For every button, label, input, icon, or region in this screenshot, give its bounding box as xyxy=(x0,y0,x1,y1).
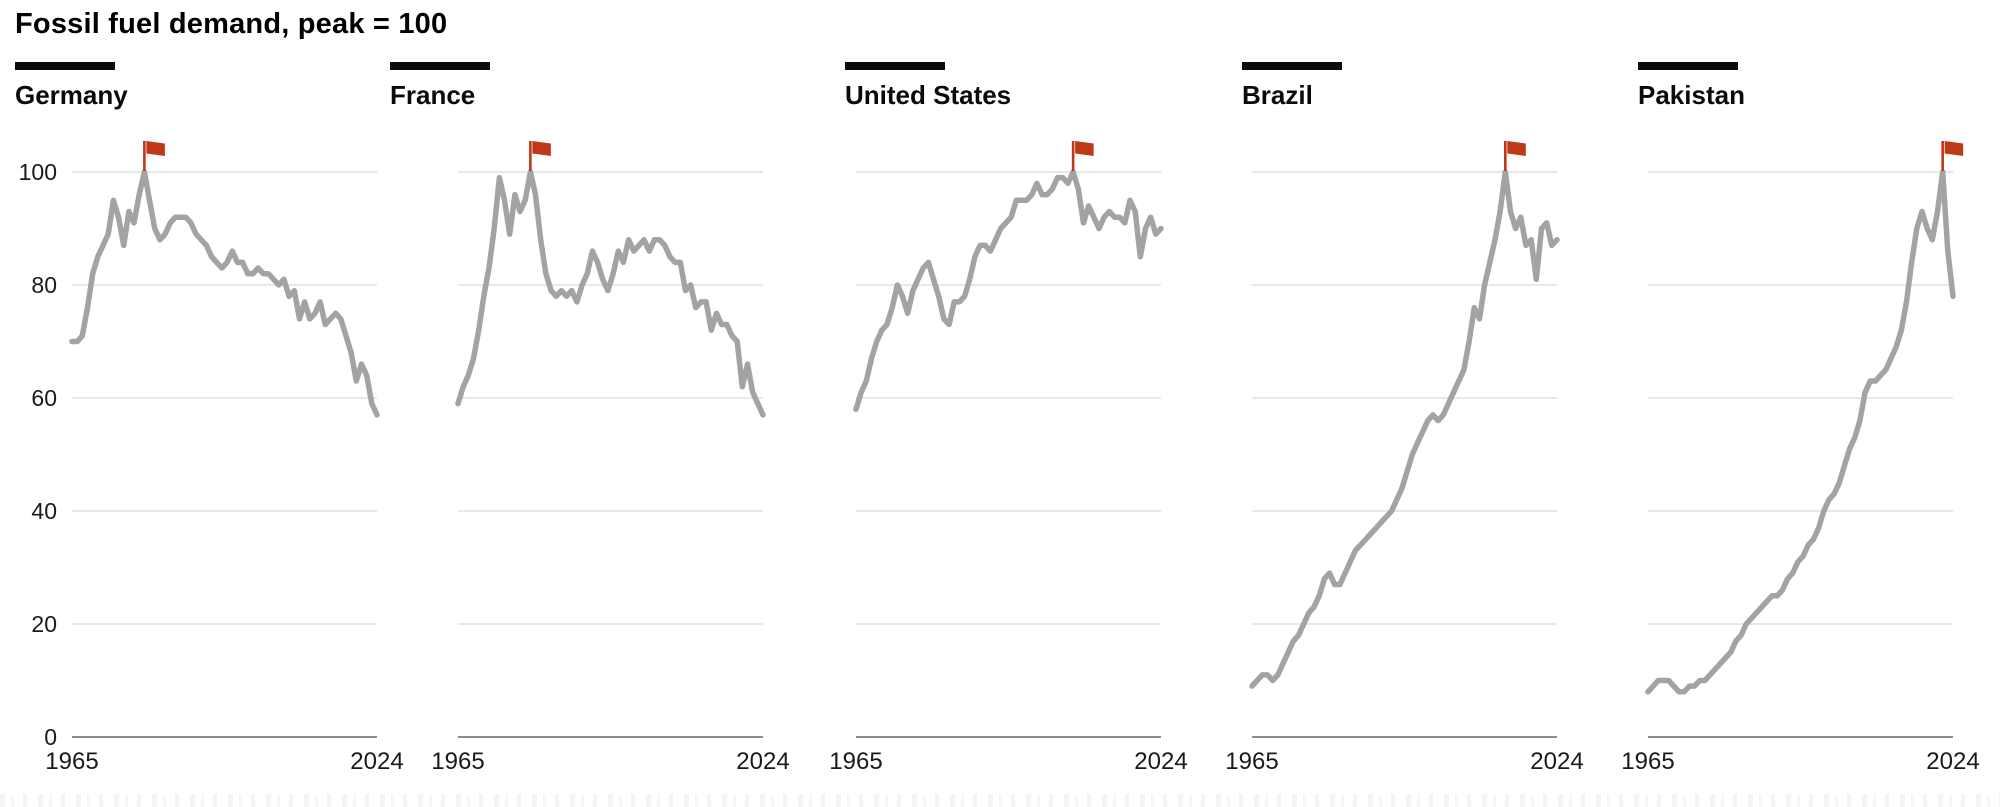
y-tick-60: 60 xyxy=(31,384,57,411)
demand-line-pakistan xyxy=(1645,169,1956,695)
y-tick-20: 20 xyxy=(31,610,57,637)
x-tick-start-united-states: 1965 xyxy=(829,748,883,775)
demand-line-brazil xyxy=(1249,169,1560,689)
panel-title-germany: Germany xyxy=(15,80,128,110)
peak-flag-icon xyxy=(1941,141,1964,171)
demand-line-france xyxy=(455,169,766,418)
x-tick-start-germany: 1965 xyxy=(45,748,99,775)
y-tick-80: 80 xyxy=(31,271,57,298)
y-tick-100: 100 xyxy=(18,158,57,185)
panel-tick-bar-germany xyxy=(15,62,115,70)
demand-line-germany xyxy=(69,169,380,418)
panel-title-pakistan: Pakistan xyxy=(1638,80,1745,110)
peak-flag-icon xyxy=(1504,141,1526,171)
panel-plot-united-states xyxy=(853,141,1164,738)
flag-banner xyxy=(1944,141,1964,156)
panel-tick-bar-brazil xyxy=(1242,62,1342,70)
flag-banner xyxy=(1507,141,1526,156)
flag-banner xyxy=(146,141,165,156)
x-tick-start-france: 1965 xyxy=(431,748,485,775)
x-tick-end-pakistan: 2024 xyxy=(1926,748,1980,775)
panel-plot-pakistan xyxy=(1645,141,1964,738)
demand-line-united-states xyxy=(853,169,1164,413)
chart-title: Fossil fuel demand, peak = 100 xyxy=(15,8,448,40)
x-tick-end-germany: 2024 xyxy=(350,748,404,775)
x-tick-start-pakistan: 1965 xyxy=(1621,748,1675,775)
panel-tick-bar-united-states xyxy=(845,62,945,70)
peak-flag-icon xyxy=(143,141,165,171)
panel-tick-bar-france xyxy=(390,62,490,70)
panel-plot-brazil xyxy=(1249,141,1560,738)
x-tick-end-brazil: 2024 xyxy=(1530,748,1584,775)
x-tick-end-united-states: 2024 xyxy=(1134,748,1188,775)
panel-title-united-states: United States xyxy=(845,80,1012,110)
peak-flag-icon xyxy=(529,141,551,171)
flag-banner xyxy=(1075,141,1094,156)
panel-plot-germany xyxy=(69,141,380,738)
flag-banner xyxy=(532,141,551,156)
panel-title-brazil: Brazil xyxy=(1242,80,1313,110)
peak-flag-icon xyxy=(1071,141,1094,171)
y-tick-40: 40 xyxy=(31,497,57,524)
panel-plot-france xyxy=(455,141,766,738)
x-tick-end-france: 2024 xyxy=(736,748,790,775)
x-tick-start-brazil: 1965 xyxy=(1225,748,1279,775)
panel-title-france: France xyxy=(390,80,476,110)
cropped-footer-text-remnant xyxy=(0,794,2000,807)
y-tick-0: 0 xyxy=(44,723,57,750)
panel-tick-bar-pakistan xyxy=(1638,62,1738,70)
